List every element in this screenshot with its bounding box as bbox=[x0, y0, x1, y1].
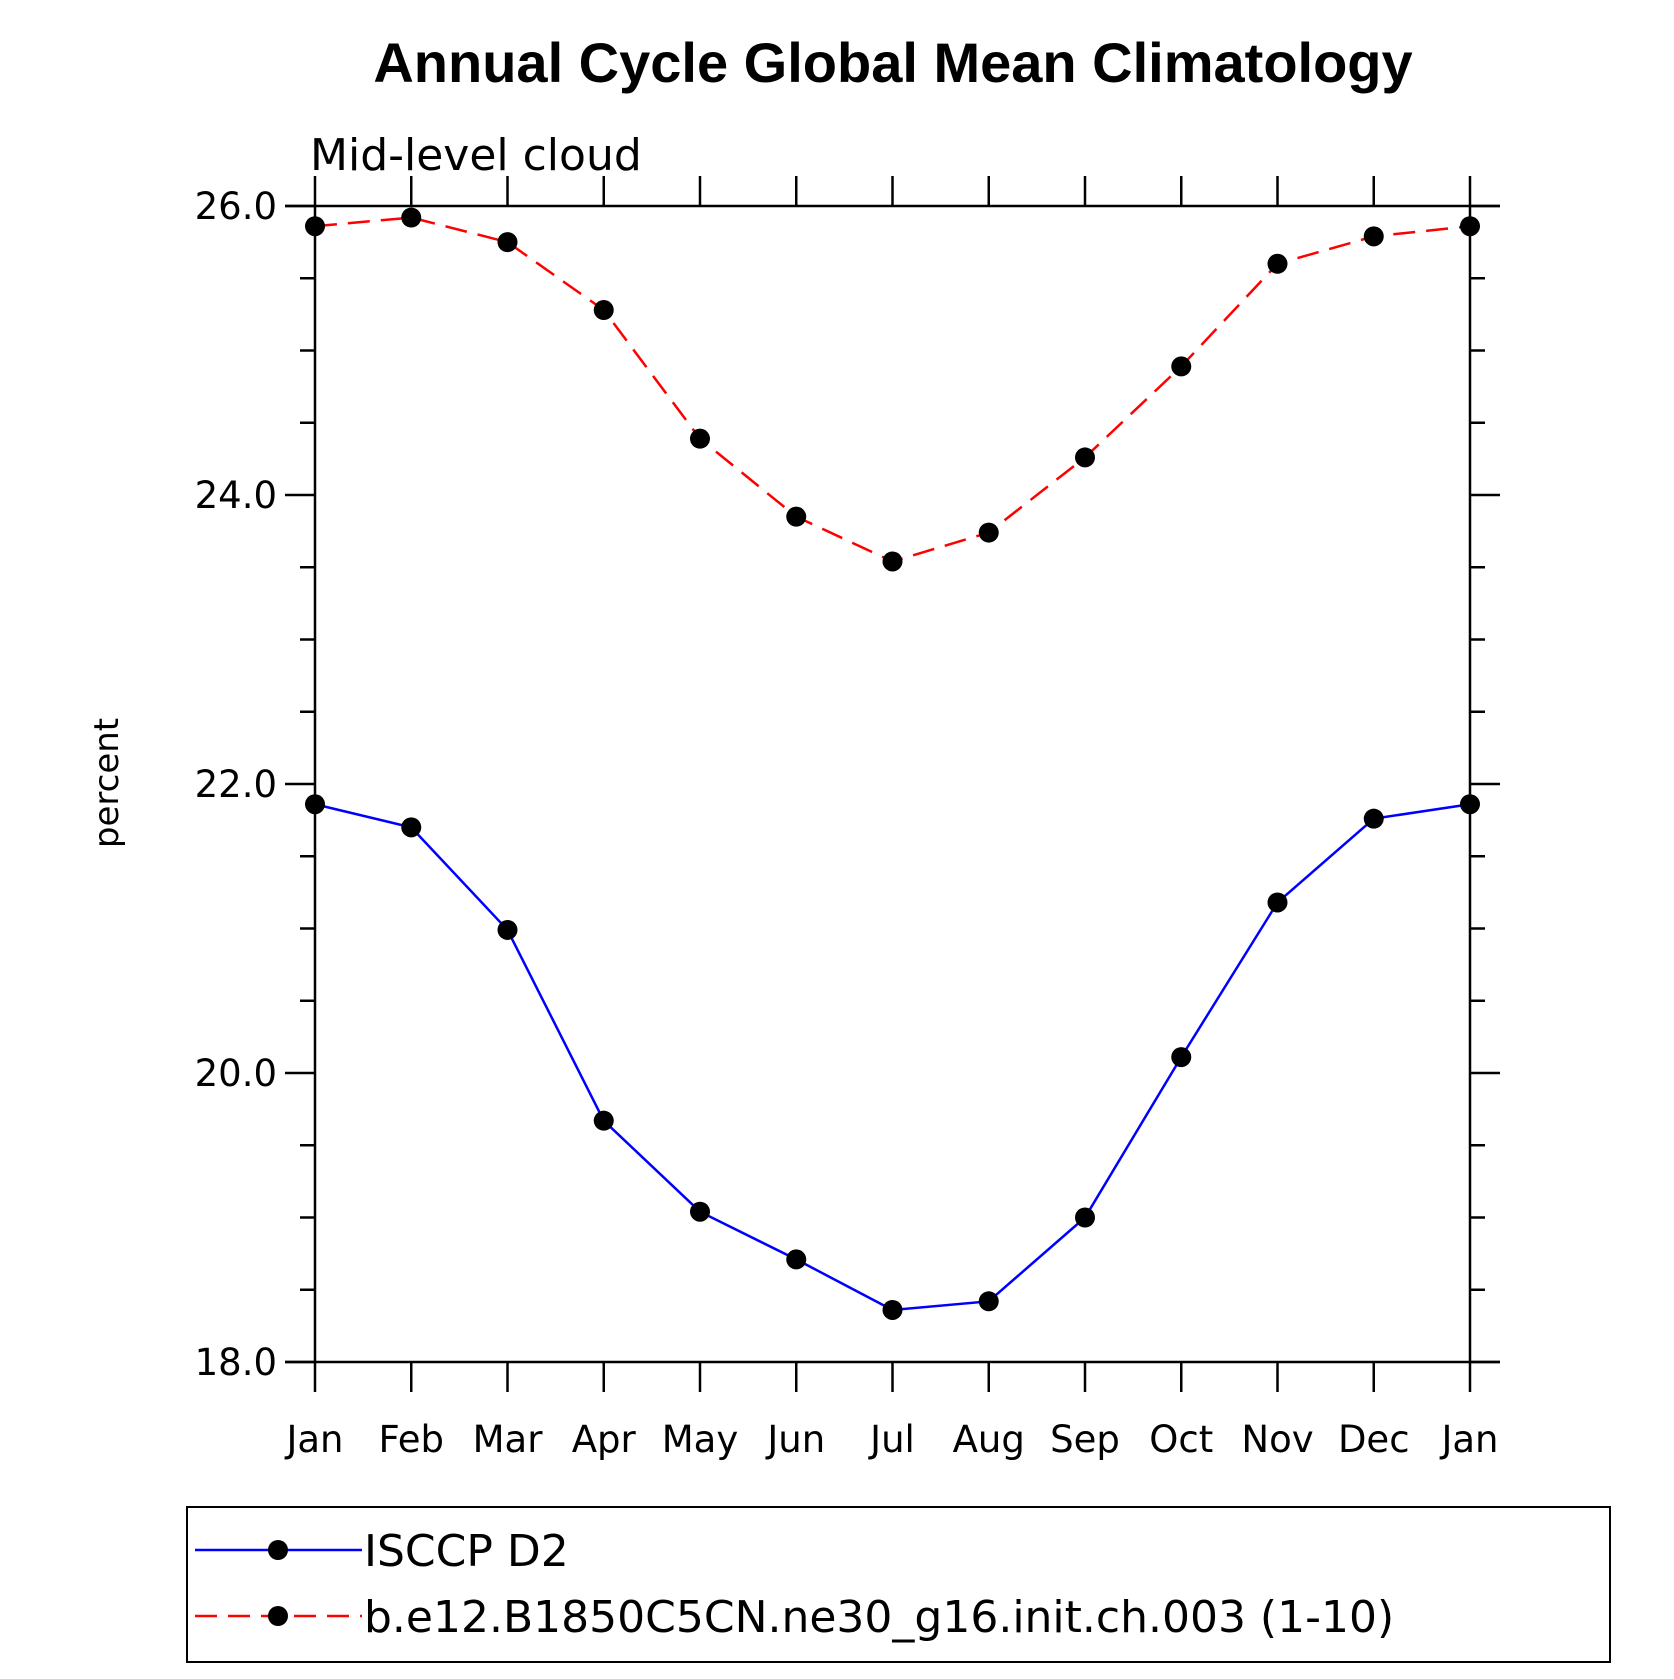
data-point bbox=[497, 919, 518, 940]
y-tick-label: 20.0 bbox=[195, 1052, 277, 1095]
series-line bbox=[314, 802, 1471, 1312]
x-tick-label: Aug bbox=[953, 1418, 1025, 1461]
x-tick-label: Feb bbox=[378, 1418, 444, 1461]
data-point bbox=[882, 1299, 903, 1320]
x-tick-label: Nov bbox=[1241, 1418, 1313, 1461]
x-tick-label: Mar bbox=[473, 1418, 544, 1461]
data-point bbox=[593, 1110, 614, 1131]
y-axis-label: percent bbox=[87, 718, 127, 848]
y-tick-label: 18.0 bbox=[195, 1341, 277, 1384]
data-point bbox=[1460, 794, 1480, 815]
x-tick-labels: Jan Feb Mar Apr May Jun Jul Aug Sep Oct Nov Dec Jan bbox=[284, 1418, 1498, 1461]
series-line bbox=[314, 216, 1471, 563]
legend-label-1: ISCCP D2 bbox=[364, 1526, 569, 1577]
data-point bbox=[1267, 253, 1288, 274]
data-point bbox=[1363, 226, 1384, 247]
x-tick-label: Dec bbox=[1338, 1418, 1410, 1461]
data-point bbox=[1460, 216, 1480, 237]
x-tick-label: Jul bbox=[868, 1418, 915, 1461]
data-point bbox=[882, 551, 903, 572]
data-point bbox=[305, 794, 325, 815]
x-tick-label: Apr bbox=[572, 1418, 637, 1461]
data-point bbox=[305, 216, 325, 237]
data-point bbox=[1267, 892, 1288, 913]
data-point bbox=[786, 506, 807, 527]
legend-label-2: b.e12.B1850C5CN.ne30_g16.init.ch.003 (1-… bbox=[364, 1592, 1394, 1643]
y-tick-label: 22.0 bbox=[195, 763, 277, 806]
data-point bbox=[978, 522, 999, 543]
data-point bbox=[1075, 1207, 1095, 1228]
legend-box bbox=[186, 1506, 1611, 1663]
legend: ISCCP D2 b.e12.B1850C5CN.ne30_g16.init.ch… bbox=[186, 1506, 1611, 1663]
data-point bbox=[1363, 808, 1384, 829]
chart-title: Annual Cycle Global Mean Climatology bbox=[373, 31, 1412, 94]
axis-ticks bbox=[285, 176, 1500, 1392]
x-tick-label: Sep bbox=[1050, 1418, 1120, 1461]
data-point bbox=[1171, 356, 1192, 377]
data-point bbox=[978, 1291, 999, 1312]
data-point bbox=[593, 300, 614, 321]
data-point bbox=[401, 207, 422, 228]
y-tick-label: 24.0 bbox=[195, 474, 277, 517]
series-layer bbox=[305, 207, 1480, 1320]
data-point bbox=[497, 232, 518, 253]
y-tick-labels: 18.0 20.0 22.0 24.0 26.0 bbox=[195, 185, 277, 1384]
data-point bbox=[690, 428, 710, 449]
series-2 bbox=[305, 207, 1480, 572]
x-tick-label: Jan bbox=[1439, 1418, 1498, 1461]
series-1 bbox=[305, 794, 1480, 1320]
data-point bbox=[786, 1249, 807, 1270]
x-tick-label: May bbox=[662, 1418, 739, 1461]
x-tick-label: Oct bbox=[1149, 1418, 1213, 1461]
chart-subtitle: Mid-level cloud bbox=[310, 130, 642, 181]
y-tick-label: 26.0 bbox=[195, 185, 277, 228]
legend-marker-1 bbox=[268, 1540, 288, 1560]
x-tick-label: Jan bbox=[284, 1418, 343, 1461]
data-point bbox=[401, 817, 422, 838]
x-tick-label: Jun bbox=[765, 1418, 825, 1461]
plot-frame bbox=[285, 204, 1500, 1364]
data-point bbox=[1171, 1047, 1192, 1068]
data-point bbox=[690, 1201, 710, 1222]
data-point bbox=[1075, 447, 1095, 468]
legend-marker-2 bbox=[268, 1606, 288, 1626]
